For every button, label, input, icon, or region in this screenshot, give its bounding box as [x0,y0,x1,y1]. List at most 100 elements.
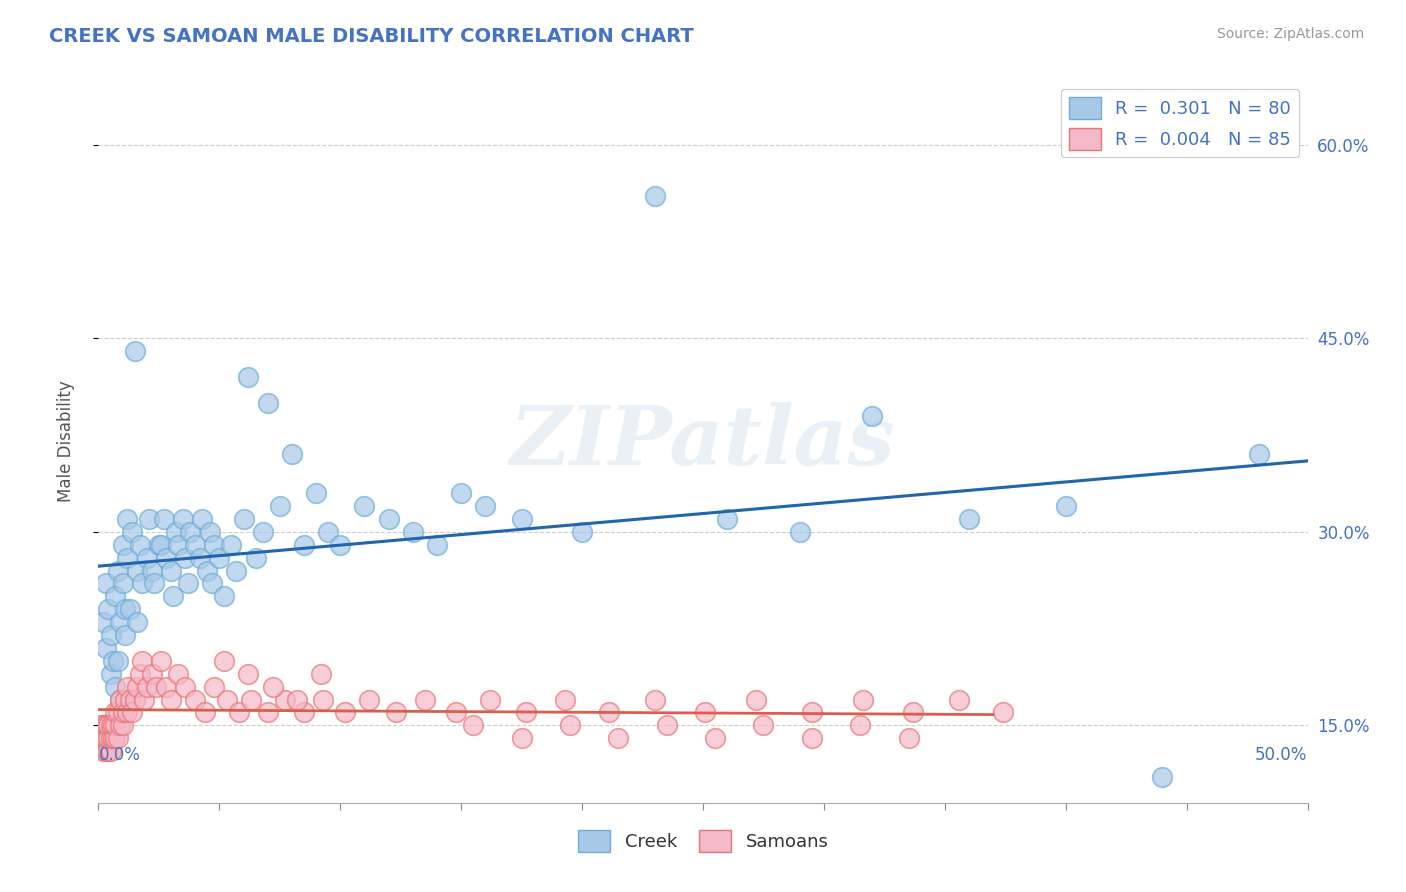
Point [273,692,295,706]
Point [474,499,496,513]
Point [212,590,235,604]
Point [152,512,174,526]
Point [97,602,120,616]
Point [450,486,472,500]
Point [232,512,254,526]
Point [191,512,214,526]
Point [655,718,678,732]
Point [413,692,436,706]
Point [128,538,150,552]
Point [100,666,122,681]
Point [124,692,146,706]
Point [554,692,576,706]
Text: CREEK VS SAMOAN MALE DISABILITY CORRELATION CHART: CREEK VS SAMOAN MALE DISABILITY CORRELAT… [49,27,695,45]
Point [359,692,381,706]
Point [94,640,117,655]
Point [571,524,593,539]
Point [114,602,136,616]
Point [145,680,167,694]
Point [704,731,727,746]
Point [97,744,120,758]
Point [91,731,114,746]
Point [195,564,218,578]
Point [188,550,211,565]
Point [194,706,217,720]
Point [91,615,114,630]
Point [225,564,247,578]
Point [121,524,143,539]
Point [333,706,356,720]
Point [118,692,141,706]
Point [134,692,156,706]
Point [745,692,768,706]
Point [108,718,131,732]
Text: Source: ZipAtlas.com: Source: ZipAtlas.com [1216,27,1364,41]
Point [114,628,136,642]
Point [90,731,112,746]
Point [991,706,1014,720]
Point [221,538,243,552]
Point [558,718,581,732]
Point [108,615,131,630]
Point [104,680,127,694]
Point [292,706,315,720]
Point [100,718,122,732]
Point [100,628,122,642]
Point [160,564,183,578]
Point [800,706,823,720]
Point [111,576,134,591]
Point [135,550,157,565]
Point [285,692,308,706]
Point [108,692,131,706]
Point [644,692,666,706]
Point [128,666,150,681]
Point [479,692,502,706]
Point [174,550,197,565]
Point [150,654,173,668]
Point [155,680,177,694]
Point [204,680,226,694]
Point [100,731,122,746]
Point [215,692,238,706]
Point [305,486,328,500]
Point [201,576,224,591]
Point [91,744,114,758]
Text: 0.0%: 0.0% [98,747,141,764]
Point [179,524,201,539]
Point [118,602,141,616]
Point [239,692,262,706]
Point [1249,447,1271,461]
Point [245,550,267,565]
Point [329,538,352,552]
Point [101,654,124,668]
Point [94,718,117,732]
Point [131,576,153,591]
Point [312,692,335,706]
Point [104,718,127,732]
Text: ZIPatlas: ZIPatlas [510,401,896,482]
Point [752,718,775,732]
Point [598,706,620,720]
Point [114,692,136,706]
Point [107,654,129,668]
Point [463,718,485,732]
Point [127,615,149,630]
Point [204,538,226,552]
Point [510,731,533,746]
Point [515,706,537,720]
Point [127,680,149,694]
Point [135,680,157,694]
Point [138,512,160,526]
Point [252,524,274,539]
Text: 50.0%: 50.0% [1256,747,1308,764]
Point [800,731,823,746]
Point [426,538,449,552]
Point [143,576,166,591]
Point [165,524,187,539]
Point [1152,770,1174,784]
Point [111,538,134,552]
Point [208,550,231,565]
Point [141,564,163,578]
Point [150,538,173,552]
Point [198,524,221,539]
